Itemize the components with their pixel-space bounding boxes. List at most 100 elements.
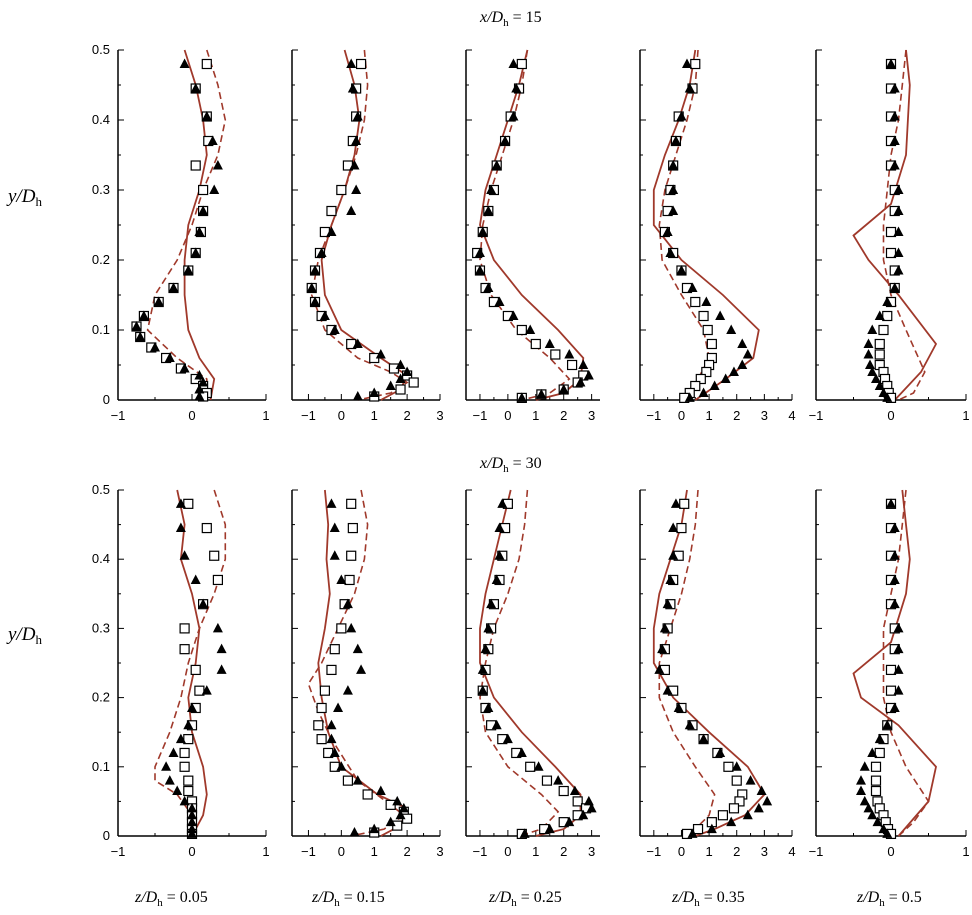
- square-marker: [550, 349, 561, 360]
- triangle-marker: [198, 598, 209, 609]
- triangle-marker: [480, 643, 491, 654]
- triangle-marker: [187, 809, 197, 820]
- triangle-marker: [882, 296, 893, 306]
- square-marker: [190, 664, 201, 676]
- triangle-marker: [179, 795, 190, 806]
- triangle-marker: [687, 828, 698, 838]
- panel-x15-z0.5: −1 0 1: [809, 49, 970, 423]
- triangle-marker: [175, 498, 186, 508]
- square-marker: [706, 338, 717, 350]
- square-marker: [336, 184, 347, 196]
- square-marker: [179, 644, 190, 655]
- x-tick-label: 0: [504, 844, 511, 859]
- square-marker: [183, 775, 194, 786]
- triangle-marker: [310, 265, 321, 275]
- y-tick-label: 0.3: [92, 182, 110, 197]
- triangle-marker: [333, 702, 344, 712]
- square-marker: [346, 550, 357, 561]
- col-label-z0.5: z/Dh = 0.5: [856, 889, 922, 909]
- triangle-marker: [194, 391, 205, 401]
- triangle-marker: [352, 111, 363, 121]
- triangle-marker: [168, 747, 179, 757]
- triangle-marker: [161, 761, 172, 771]
- x-tick-label: −1: [301, 844, 316, 859]
- square-marker: [198, 184, 209, 196]
- square-marker: [316, 734, 327, 745]
- square-marker: [874, 349, 885, 360]
- square-marker: [734, 796, 745, 807]
- triangle-marker: [511, 83, 522, 93]
- solid-curve: [320, 49, 409, 401]
- triangle-marker: [508, 58, 519, 68]
- triangle-marker: [668, 522, 679, 533]
- triangle-marker: [544, 338, 555, 348]
- panel-x15-z0.05: 00.10.20.30.40.5−1 0 1: [92, 42, 270, 423]
- x-tick-label: 3: [761, 408, 768, 423]
- triangle-marker: [352, 391, 363, 401]
- triangle-marker: [194, 384, 205, 394]
- triangle-marker: [346, 58, 357, 68]
- triangle-marker: [212, 160, 223, 170]
- row-title-x30: x/Dh = 30: [479, 455, 542, 475]
- square-marker: [346, 498, 357, 509]
- y-tick-label: 0.4: [92, 112, 110, 127]
- triangle-marker: [684, 719, 695, 730]
- triangle-marker: [731, 761, 742, 771]
- x-tick-label: −1: [111, 408, 126, 423]
- y-tick-label: 0: [103, 392, 110, 407]
- x-tick-label: 2: [733, 408, 740, 423]
- row-title-x15: x/Dh = 15: [479, 9, 542, 29]
- triangle-marker: [889, 160, 900, 170]
- triangle-marker: [516, 747, 527, 757]
- triangle-marker: [867, 747, 878, 757]
- triangle-marker: [398, 802, 409, 813]
- square-marker: [530, 338, 541, 350]
- triangle-marker: [893, 664, 904, 674]
- triangle-marker: [164, 352, 175, 362]
- triangle-marker: [190, 247, 201, 257]
- triangle-marker: [342, 685, 353, 695]
- triangle-marker: [670, 498, 681, 508]
- square-marker: [516, 324, 527, 336]
- triangle-marker: [886, 58, 896, 68]
- triangle-marker: [745, 775, 756, 785]
- triangle-marker: [329, 550, 340, 560]
- ylabel-top: y/Dh: [6, 186, 42, 209]
- square-marker: [342, 775, 354, 786]
- triangle-marker: [474, 265, 485, 275]
- x-tick-label: 2: [560, 844, 567, 859]
- triangle-marker: [878, 823, 889, 834]
- square-marker: [728, 803, 740, 814]
- triangle-marker: [306, 282, 317, 292]
- triangle-marker: [483, 622, 494, 633]
- solid-curve: [183, 49, 216, 401]
- triangle-marker: [684, 83, 695, 93]
- square-marker: [212, 574, 223, 586]
- triangle-marker: [867, 366, 878, 376]
- triangle-marker: [216, 643, 227, 654]
- triangle-marker: [316, 247, 327, 257]
- triangle-marker: [893, 205, 904, 215]
- y-tick-label: 0.1: [92, 759, 110, 774]
- panel-x30-z0.35: −1 0 1 2 3 4: [639, 489, 796, 859]
- triangle-marker: [347, 83, 358, 93]
- x-tick-label: 4: [788, 408, 795, 423]
- square-marker: [408, 377, 419, 388]
- triangle-marker: [889, 83, 900, 93]
- triangle-marker: [668, 184, 679, 194]
- triangle-marker: [544, 823, 555, 834]
- square-marker: [695, 373, 706, 385]
- x-tick-label: 1: [371, 844, 378, 859]
- triangle-marker: [351, 184, 362, 194]
- square-marker: [194, 685, 205, 696]
- triangle-marker: [346, 205, 357, 215]
- triangle-marker: [882, 828, 893, 838]
- triangle-marker: [698, 733, 709, 744]
- triangle-marker: [882, 392, 893, 402]
- triangle-marker: [872, 816, 883, 827]
- triangle-marker: [486, 598, 497, 609]
- square-marker: [723, 761, 734, 772]
- x-tick-label: 0: [188, 408, 195, 423]
- triangle-marker: [681, 58, 692, 68]
- triangle-marker: [654, 664, 665, 674]
